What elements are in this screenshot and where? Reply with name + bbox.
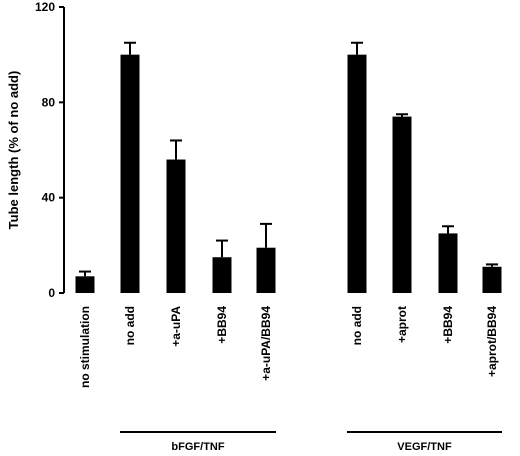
y-axis-title: Tube length (% of no add) xyxy=(6,71,21,230)
category-label: +BB94 xyxy=(215,306,229,344)
category-label: no add xyxy=(350,306,364,345)
bar xyxy=(120,54,140,293)
group-brackets: bFGF/TNF VEGF/TNF xyxy=(120,431,502,453)
category-label: +a-uPA xyxy=(169,306,183,347)
category-label: no stimulation xyxy=(78,306,92,388)
group-label: VEGF/TNF xyxy=(397,441,452,453)
bar xyxy=(438,233,458,293)
x-axis-labels: no stimulation no add +a-uPA +BB94 +a-uPA/BB… xyxy=(78,306,499,388)
bar xyxy=(482,266,502,293)
category-label: +BB94 xyxy=(441,306,455,344)
y-axis: 0 40 80 120 xyxy=(35,0,65,300)
y-tick-label: 80 xyxy=(42,95,56,109)
y-tick-label: 0 xyxy=(48,286,55,300)
category-label: +a-uPA/BB94 xyxy=(259,306,273,381)
category-label: no add xyxy=(123,306,137,345)
y-tick-label: 120 xyxy=(35,0,55,14)
bar xyxy=(75,276,95,293)
bar xyxy=(392,116,412,293)
bars xyxy=(75,41,502,293)
bar xyxy=(347,54,367,293)
category-label: +aprot xyxy=(395,306,409,343)
bar xyxy=(166,159,186,293)
bar xyxy=(256,247,276,293)
y-tick-label: 40 xyxy=(42,191,56,205)
group-label: bFGF/TNF xyxy=(171,441,224,453)
bar xyxy=(212,257,232,293)
category-label: +aprot/BB94 xyxy=(485,306,499,377)
